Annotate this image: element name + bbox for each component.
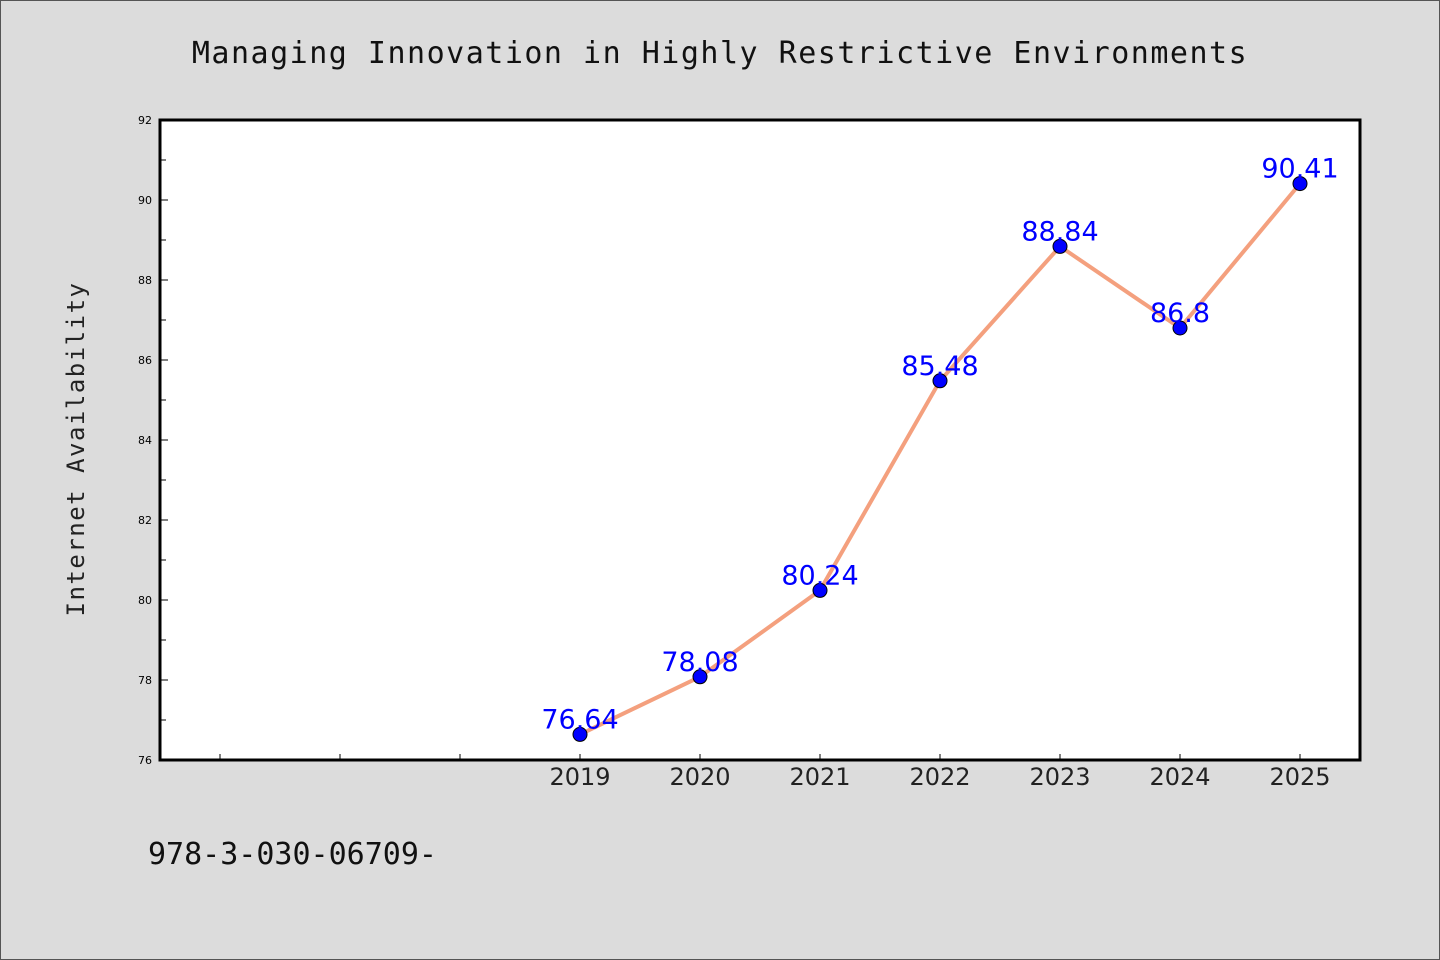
data-point xyxy=(572,726,588,742)
data-point xyxy=(812,582,828,598)
y-tick-label: 88 xyxy=(138,274,152,287)
y-tick-label: 90 xyxy=(138,194,152,207)
data-label: 86.8 xyxy=(1150,298,1210,329)
data-point xyxy=(1292,176,1308,192)
x-tick-label: 2023 xyxy=(1029,763,1090,791)
y-tick-label: 84 xyxy=(138,434,152,447)
data-label: 88.84 xyxy=(1021,216,1098,247)
x-tick-label: 2022 xyxy=(909,763,970,791)
data-label: 78.08 xyxy=(661,647,738,678)
data-point xyxy=(932,373,948,389)
data-point xyxy=(1052,238,1068,254)
data-label: 85.48 xyxy=(901,351,978,382)
x-tick-label: 2020 xyxy=(669,763,730,791)
chart-title: Managing Innovation in Highly Restrictiv… xyxy=(192,36,1248,71)
data-label-layer: 76.64 78.08 80.24 85.48 88.84 86.8 90.41 xyxy=(541,154,1338,736)
y-tick-label: 80 xyxy=(138,594,152,607)
y-tick-label: 78 xyxy=(138,674,152,687)
data-label: 80.24 xyxy=(781,560,858,591)
footer-isbn-text: 978-3-030-06709- xyxy=(148,837,437,872)
data-point xyxy=(1172,320,1188,336)
x-tick-label: 2021 xyxy=(789,763,850,791)
data-point xyxy=(692,669,708,685)
data-label: 90.41 xyxy=(1261,154,1338,185)
y-tick-label: 92 xyxy=(138,114,152,127)
x-tick-label: 2019 xyxy=(549,763,610,791)
y-tick-label: 86 xyxy=(138,354,152,367)
marker-layer xyxy=(572,176,1308,742)
x-axis-ticks: 2019 2020 2021 2022 2023 2024 2025 xyxy=(219,754,1331,791)
data-label: 76.64 xyxy=(541,704,618,735)
x-tick-label: 2025 xyxy=(1269,763,1330,791)
y-tick-label: 82 xyxy=(138,514,152,527)
plot-area xyxy=(158,118,1362,762)
y-axis-label: Internet Availability xyxy=(62,282,90,617)
x-tick-label: 2024 xyxy=(1149,763,1210,791)
y-axis-ticks: 76 78 80 82 84 86 88 90 92 xyxy=(138,114,168,767)
y-tick-label: 76 xyxy=(138,754,152,767)
